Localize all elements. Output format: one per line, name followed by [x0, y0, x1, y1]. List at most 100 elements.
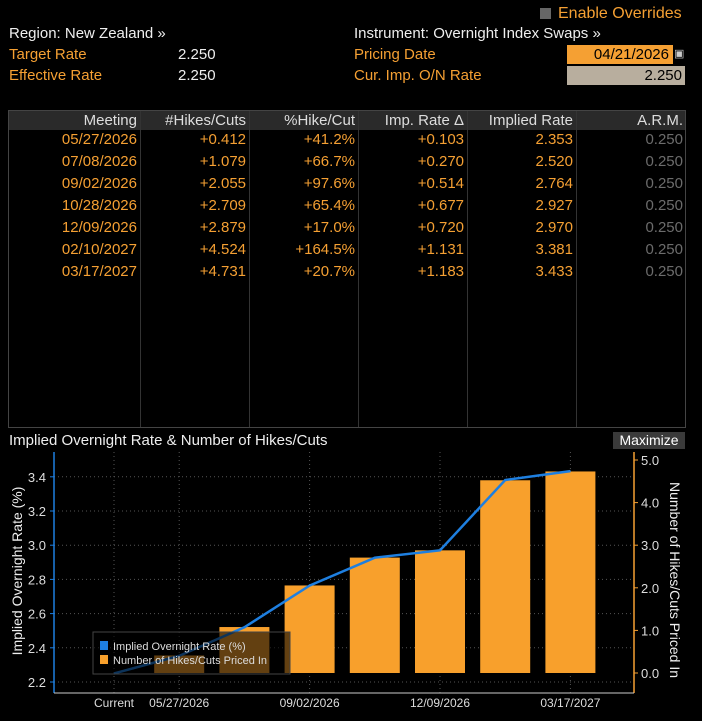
column-divider [358, 111, 359, 427]
table-row[interactable]: 03/17/2027 +4.731 +20.7% +1.183 3.433 0.250 [9, 262, 685, 284]
table-cell: 12/09/2026 [61, 219, 137, 236]
table-cell: +41.2% [303, 131, 355, 148]
calendar-icon[interactable]: ▣ [674, 48, 685, 60]
column-divider [576, 111, 577, 427]
right-tick-label: 3.0 [641, 538, 659, 553]
left-axis-title: Implied Overnight Rate (%) [9, 487, 25, 656]
bar [480, 480, 531, 673]
table-cell: +0.270 [417, 153, 464, 170]
right-tick-label: 5.0 [641, 453, 659, 468]
table-cell: +17.0% [303, 219, 355, 236]
x-tick-label: 12/09/2026 [410, 696, 470, 710]
table-cell: +164.5% [295, 241, 355, 258]
table-row[interactable]: 10/28/2026 +2.709 +65.4% +0.677 2.927 0.250 [9, 196, 685, 218]
bar [415, 550, 465, 673]
table-cell: +1.079 [199, 153, 246, 170]
table-cell: 3.433 [535, 263, 573, 280]
column-divider [249, 111, 250, 427]
table-cell: 0.250 [645, 219, 683, 236]
legend-swatch-rate [100, 641, 108, 650]
table-cell: 2.764 [535, 175, 573, 192]
legend-swatch-hikes [100, 655, 108, 664]
pricing-date-input[interactable]: 04/21/2026 [567, 45, 673, 64]
table-cell: +97.6% [303, 175, 355, 192]
table-cell: +0.514 [417, 175, 464, 192]
table-cell: +1.131 [417, 241, 464, 258]
right-axis-title: Number of Hikes/Cuts Priced In [667, 482, 683, 678]
column-header[interactable]: #Hikes/Cuts [165, 112, 246, 129]
target-rate-label: Target Rate [9, 46, 87, 63]
table-cell: +65.4% [303, 197, 355, 214]
legend [92, 631, 291, 675]
table-cell: +4.524 [199, 241, 246, 258]
table-row[interactable]: 07/08/2026 +1.079 +66.7% +0.270 2.520 0.250 [9, 152, 685, 174]
table-cell: 0.250 [645, 197, 683, 214]
legend-label-rate: Implied Overnight Rate (%) [113, 641, 246, 653]
column-header[interactable]: Meeting [83, 112, 137, 129]
left-tick-label: 2.8 [28, 572, 46, 587]
table-cell: 02/10/2027 [61, 241, 137, 258]
table-cell: +66.7% [303, 153, 355, 170]
table-cell: +0.720 [417, 219, 464, 236]
maximize-button[interactable]: Maximize [613, 432, 685, 449]
table-row[interactable]: 09/02/2026 +2.055 +97.6% +0.514 2.764 0.250 [9, 174, 685, 196]
line-point [439, 549, 441, 551]
bar [349, 557, 400, 673]
region-selector[interactable]: Region: New Zealand » [9, 25, 166, 42]
enable-overrides-checkbox[interactable] [540, 8, 551, 19]
enable-overrides-label[interactable]: Enable Overrides [558, 5, 682, 22]
table-row[interactable]: 12/09/2026 +2.879 +17.0% +0.720 2.970 0.250 [9, 218, 685, 240]
column-header[interactable]: %Hike/Cut [284, 112, 355, 129]
x-tick-label: 05/27/2026 [149, 696, 209, 710]
table-cell: +4.731 [199, 263, 246, 280]
cur-imp-rate-label: Cur. Imp. O/N Rate [354, 67, 482, 84]
bar [284, 585, 335, 673]
line-point [569, 470, 571, 472]
table-cell: 2.353 [535, 131, 573, 148]
column-divider [140, 111, 141, 427]
effective-rate-label: Effective Rate [9, 67, 103, 84]
table-cell: 0.250 [645, 263, 683, 280]
right-tick-label: 2.0 [641, 581, 659, 596]
chart: 2.2 2.4 2.6 2.8 3.0 3.2 3.4 0.0 1.0 2.0 3.0 4.0 5.0 C… [9, 452, 683, 710]
table-cell: +0.412 [199, 131, 246, 148]
table-cell: 10/28/2026 [61, 197, 137, 214]
chart-title: Implied Overnight Rate & Number of Hikes… [9, 432, 328, 449]
right-tick-label: 1.0 [641, 623, 659, 638]
column-header[interactable]: A.R.M. [637, 112, 683, 129]
meetings-table: Meeting #Hikes/Cuts %Hike/Cut Imp. Rate Δ Im… [8, 110, 686, 428]
table-cell: +2.709 [199, 197, 246, 214]
table-cell: +1.183 [417, 263, 464, 280]
instrument-selector[interactable]: Instrument: Overnight Index Swaps » [354, 25, 601, 42]
column-header[interactable]: Imp. Rate Δ [384, 112, 464, 129]
left-tick-label: 3.4 [28, 470, 46, 485]
column-divider [467, 111, 468, 427]
target-rate-value: 2.250 [178, 46, 216, 63]
table-cell: 2.970 [535, 219, 573, 236]
table-cell: +20.7% [303, 263, 355, 280]
table-row[interactable]: 05/27/2026 +0.412 +41.2% +0.103 2.353 0.250 [9, 130, 685, 152]
table-cell: 05/27/2026 [61, 131, 137, 148]
column-header[interactable]: Implied Rate [488, 112, 573, 129]
bar [545, 471, 596, 673]
right-tick-label: 0.0 [641, 666, 659, 681]
table-cell: 2.520 [535, 153, 573, 170]
table-row[interactable]: 02/10/2027 +4.524 +164.5% +1.131 3.381 0.250 [9, 240, 685, 262]
x-tick-label: 03/17/2027 [540, 696, 600, 710]
legend-label-hikes: Number of Hikes/Cuts Priced In [113, 655, 267, 667]
table-cell: 0.250 [645, 175, 683, 192]
line-point [243, 626, 245, 628]
table-cell: 0.250 [645, 131, 683, 148]
cur-imp-rate-input[interactable]: 2.250 [567, 66, 685, 85]
table-cell: 07/08/2026 [61, 153, 137, 170]
left-tick-label: 3.2 [28, 504, 46, 519]
effective-rate-value: 2.250 [178, 67, 216, 84]
table-cell: 09/02/2026 [61, 175, 137, 192]
x-tick-label: Current [94, 696, 135, 710]
table-cell: 03/17/2027 [61, 263, 137, 280]
left-tick-label: 3.0 [28, 538, 46, 553]
table-cell: +0.103 [417, 131, 464, 148]
table-cell: +2.055 [199, 175, 246, 192]
table-cell: 2.927 [535, 197, 573, 214]
pricing-date-label: Pricing Date [354, 46, 436, 63]
